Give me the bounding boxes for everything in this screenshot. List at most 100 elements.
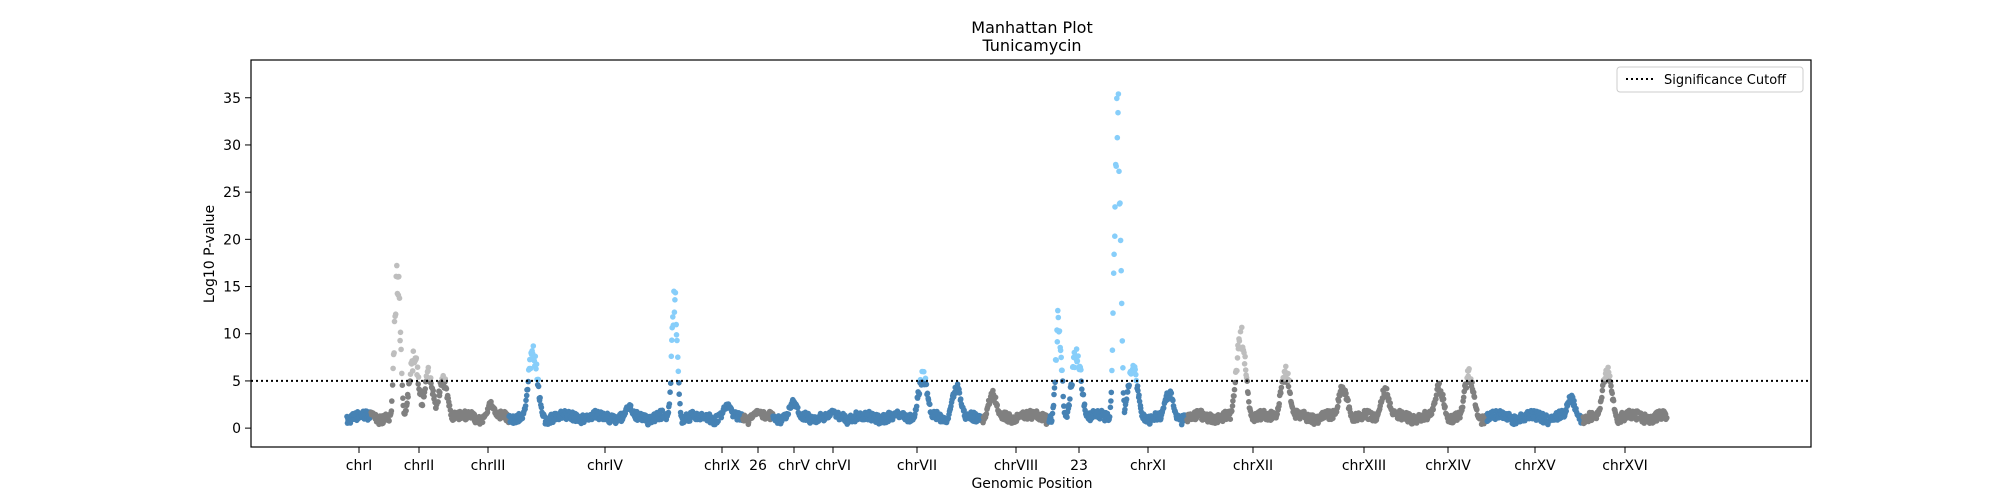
- data-point: [1278, 384, 1285, 391]
- data-point: [1241, 361, 1248, 367]
- data-point: [1330, 415, 1336, 422]
- data-point: [1108, 398, 1114, 404]
- data-point: [1107, 404, 1114, 411]
- data-point: [523, 392, 530, 399]
- data-point: [347, 420, 354, 426]
- data-point: [1168, 390, 1175, 396]
- data-point: [671, 309, 678, 316]
- data-point: [524, 386, 531, 393]
- data-point: [676, 391, 682, 398]
- data-point: [1440, 391, 1446, 398]
- data-point: [388, 408, 395, 414]
- x-tick-label: chrV: [778, 458, 810, 474]
- data-point: [1236, 338, 1243, 344]
- data-point: [1110, 310, 1116, 316]
- data-point: [443, 386, 450, 392]
- x-tick-label: 23: [1070, 458, 1088, 474]
- data-point: [1115, 91, 1122, 97]
- data-point: [1111, 251, 1117, 258]
- data-point: [446, 402, 453, 409]
- data-point: [677, 400, 683, 407]
- data-point: [927, 401, 933, 408]
- data-point: [1067, 396, 1073, 402]
- data-point: [659, 407, 666, 414]
- y-axis: 0 5 10 15 20 25 30 35: [223, 91, 251, 437]
- data-point: [1466, 366, 1472, 372]
- data-point: [1474, 406, 1480, 413]
- data-point: [1276, 401, 1282, 407]
- data-point: [1237, 328, 1244, 335]
- data-point: [532, 353, 539, 360]
- data-point: [1123, 396, 1130, 403]
- data-point: [1605, 364, 1611, 371]
- data-point: [675, 368, 682, 375]
- data-point: [1160, 405, 1167, 411]
- legend: Significance Cutoff: [1616, 66, 1804, 93]
- data-point: [1387, 400, 1393, 406]
- data-point: [992, 394, 999, 401]
- data-point: [1229, 408, 1235, 414]
- data-point: [1563, 408, 1569, 414]
- data-point: [1122, 406, 1128, 413]
- data-point: [421, 393, 427, 400]
- data-point: [397, 337, 403, 344]
- data-point: [665, 409, 672, 416]
- data-point: [1053, 357, 1059, 363]
- data-point: [1343, 390, 1349, 397]
- data-point: [1463, 385, 1470, 391]
- data-point: [1055, 307, 1061, 314]
- data-point: [403, 407, 409, 414]
- data-point: [405, 394, 411, 400]
- data-point: [1109, 347, 1116, 354]
- data-point: [1075, 353, 1081, 359]
- x-tick-label: chrXVI: [1602, 458, 1648, 474]
- data-point: [1108, 389, 1115, 396]
- data-point: [447, 407, 454, 414]
- data-point: [389, 398, 395, 404]
- data-point: [994, 402, 1000, 408]
- data-point: [923, 381, 930, 388]
- x-tick-label: chrIV: [587, 458, 623, 474]
- data-point: [1471, 394, 1478, 400]
- data-point: [1239, 324, 1245, 331]
- data-point: [1134, 383, 1141, 389]
- data-point: [1081, 401, 1088, 408]
- data-point: [415, 381, 422, 387]
- data-point: [956, 390, 963, 396]
- data-point: [674, 337, 680, 344]
- data-point: [538, 404, 545, 411]
- data-point: [1571, 397, 1577, 404]
- data-point: [1460, 394, 1467, 401]
- data-point: [1234, 355, 1241, 361]
- data-point: [1071, 364, 1078, 371]
- data-point: [1610, 397, 1617, 404]
- data-point: [1117, 237, 1124, 244]
- data-point: [391, 350, 397, 356]
- data-point: [1116, 168, 1122, 175]
- data-point: [397, 329, 404, 336]
- data-point: [1079, 386, 1085, 393]
- data-point: [1231, 393, 1237, 399]
- data-point: [1234, 367, 1240, 374]
- data-point: [1049, 417, 1055, 424]
- data-point: [1060, 393, 1066, 400]
- data-point: [389, 382, 396, 388]
- data-point: [922, 375, 929, 382]
- data-point: [673, 332, 680, 338]
- data-point: [1230, 398, 1236, 404]
- data-point: [1436, 380, 1442, 387]
- data-point: [1428, 411, 1435, 418]
- data-point: [398, 346, 404, 353]
- data-point: [1383, 385, 1390, 392]
- data-point: [413, 355, 420, 361]
- data-point: [479, 419, 486, 426]
- data-point: [1430, 406, 1436, 413]
- data-point: [1061, 403, 1067, 409]
- data-point: [1051, 391, 1057, 398]
- data-point: [417, 387, 424, 394]
- data-point: [1058, 354, 1064, 361]
- data-point: [1080, 391, 1087, 398]
- data-point: [1245, 390, 1251, 397]
- data-point: [1115, 109, 1121, 116]
- data-point: [672, 289, 679, 296]
